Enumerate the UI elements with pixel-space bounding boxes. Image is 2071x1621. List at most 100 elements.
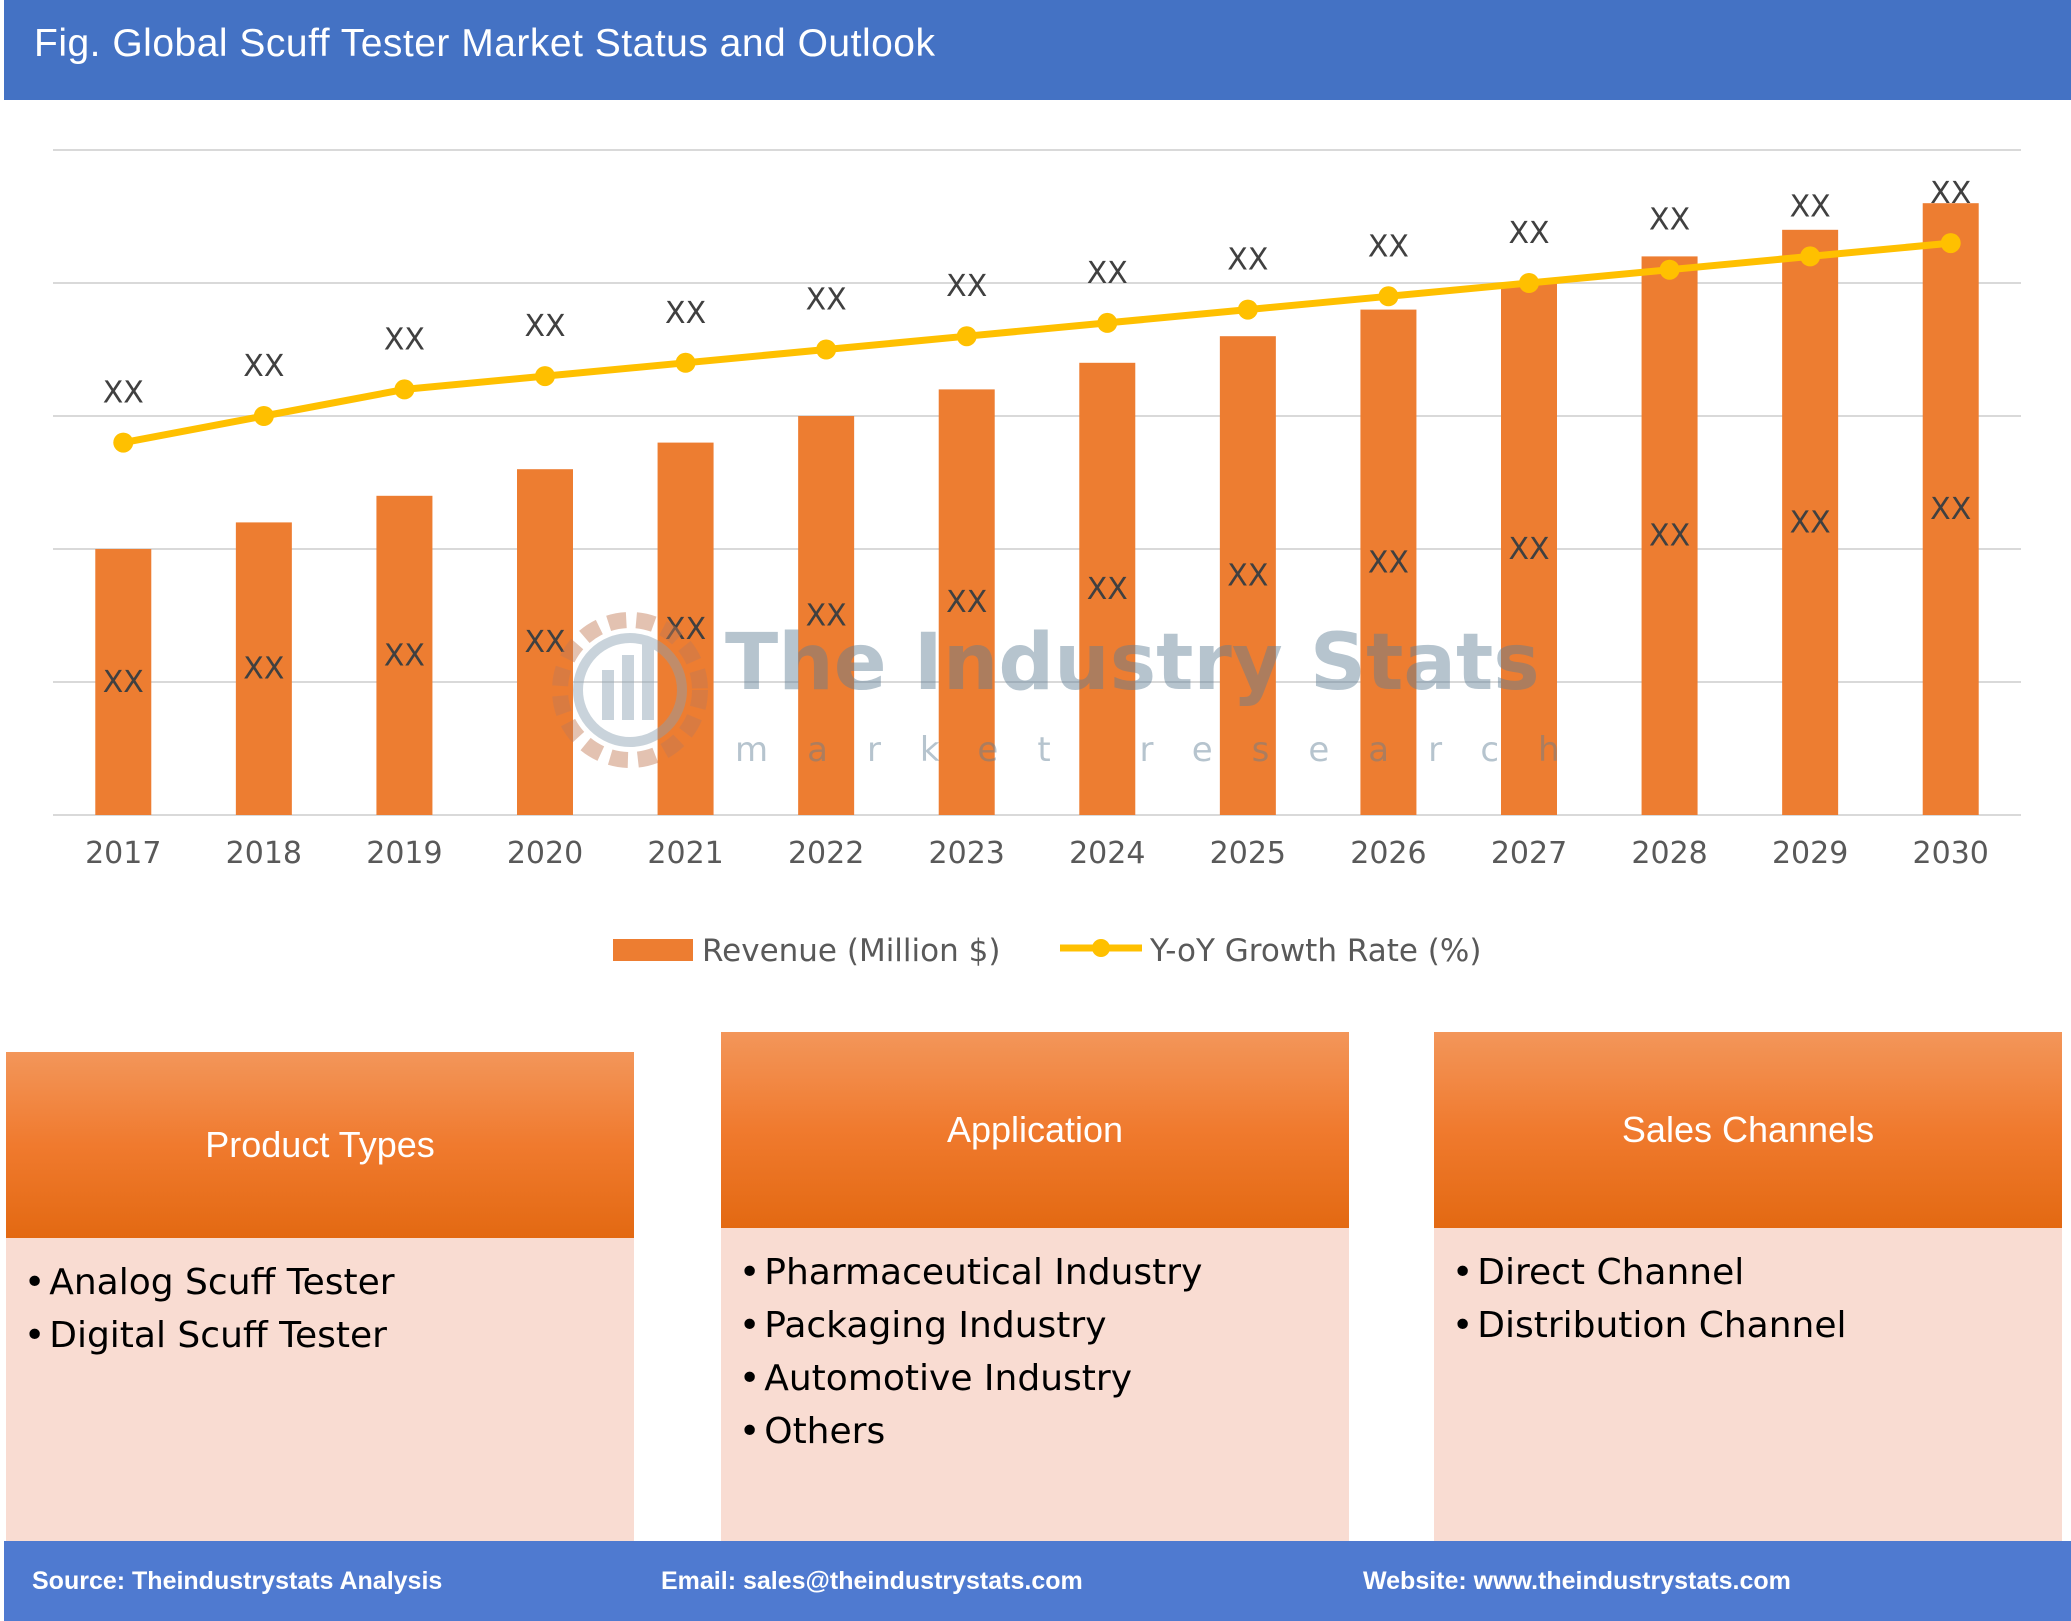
bar-label-2027: XX [1508, 532, 1549, 567]
bar-data-labels: XX XX XX XX XX XX XX XX XX XX XX XX XX XX [103, 492, 1972, 700]
bar-label-2021: XX [665, 612, 706, 647]
growth-point-2024 [1097, 312, 1118, 333]
panel-product-types-list: Analog Scuff Tester Digital Scuff Tester [6, 1238, 634, 1362]
x-tick-2020: 2020 [507, 836, 583, 871]
growth-label-2020: XX [524, 309, 565, 344]
bar-label-2017: XX [103, 665, 144, 700]
bar-label-2029: XX [1790, 505, 1831, 540]
title-bar: Fig. Global Scuff Tester Market Status a… [4, 0, 2071, 100]
bar-2021 [657, 442, 714, 815]
growth-point-2025 [1237, 299, 1258, 320]
panel-product-types-title: Product Types [6, 1052, 634, 1238]
legend-swatch-revenue [613, 939, 693, 961]
bar-label-2022: XX [806, 599, 847, 634]
growth-line [113, 233, 1961, 453]
growth-point-2029 [1800, 246, 1821, 267]
x-tick-2024: 2024 [1069, 836, 1145, 871]
footer-source: Source: Theindustrystats Analysis [32, 1567, 443, 1595]
bar-label-2023: XX [946, 585, 987, 620]
growth-label-2018: XX [243, 349, 284, 384]
growth-point-2027 [1519, 273, 1539, 293]
bar-label-2024: XX [1087, 572, 1128, 607]
bar-label-2018: XX [243, 652, 284, 687]
bar-2018 [235, 522, 292, 815]
footer-bar: Source: Theindustrystats Analysis Email:… [4, 1541, 2071, 1621]
growth-point-2030 [1940, 233, 1961, 254]
x-tick-2028: 2028 [1631, 836, 1707, 871]
list-item: Direct Channel [1452, 1246, 2062, 1299]
footer-website: Website: www.theindustrystats.com [1363, 1567, 1791, 1595]
growth-label-2023: XX [946, 269, 987, 304]
growth-label-2022: XX [806, 283, 847, 318]
growth-point-2018 [253, 406, 274, 426]
list-item: Distribution Channel [1452, 1299, 2062, 1352]
bar-2019 [376, 495, 433, 815]
growth-label-2029: XX [1790, 189, 1831, 224]
growth-series-line [122, 239, 1952, 447]
x-tick-2026: 2026 [1350, 836, 1426, 871]
growth-point-2028 [1659, 259, 1680, 280]
x-tick-2021: 2021 [647, 836, 723, 871]
bar-2026 [1360, 309, 1417, 815]
bar-2027 [1501, 283, 1557, 815]
list-item: Digital Scuff Tester [24, 1309, 634, 1362]
x-tick-2019: 2019 [366, 836, 442, 871]
growth-label-2028: XX [1649, 203, 1690, 238]
x-tick-2023: 2023 [929, 836, 1005, 871]
bar-label-2030: XX [1930, 492, 1971, 527]
panel-application-title: Application [721, 1032, 1349, 1228]
growth-label-2019: XX [384, 322, 425, 357]
grid-lines [53, 149, 2021, 816]
growth-point-2026 [1378, 286, 1399, 307]
bar-2017 [95, 549, 152, 815]
x-tick-2027: 2027 [1491, 836, 1567, 871]
bar-2022 [798, 416, 855, 815]
growth-point-2017 [113, 432, 134, 453]
bar-label-2025: XX [1227, 559, 1268, 594]
panel-application-list: Pharmaceutical Industry Packaging Indust… [721, 1228, 1349, 1458]
growth-label-2017: XX [103, 376, 144, 411]
line-data-labels: XX XX XX XX XX XX XX XX XX XX XX XX XX XX [103, 176, 1972, 411]
revenue-bars [95, 203, 1979, 816]
panel-sales-channels: Sales Channels Direct Channel Distributi… [1434, 1032, 2062, 1541]
growth-label-2030: XX [1930, 176, 1971, 211]
bar-2020 [517, 469, 573, 815]
x-tick-2017: 2017 [85, 836, 161, 871]
page-title: Fig. Global Scuff Tester Market Status a… [34, 22, 936, 65]
panel-sales-channels-title: Sales Channels [1434, 1032, 2062, 1228]
bar-label-2019: XX [384, 638, 425, 673]
growth-label-2021: XX [665, 296, 706, 331]
x-tick-2029: 2029 [1772, 836, 1848, 871]
growth-point-2019 [394, 379, 415, 400]
legend-swatch-growth-marker [1092, 939, 1110, 957]
bar-2025 [1219, 336, 1276, 815]
x-tick-2025: 2025 [1210, 836, 1286, 871]
panel-sales-channels-list: Direct Channel Distribution Channel [1434, 1228, 2062, 1352]
bar-2024 [1079, 362, 1136, 815]
list-item: Analog Scuff Tester [24, 1256, 634, 1309]
x-axis-tick-labels: 2017 2018 2019 2020 2021 2022 2023 2024 2025 2026… [85, 836, 1989, 871]
bar-label-2020: XX [524, 625, 565, 660]
growth-point-2023 [956, 326, 977, 347]
list-item: Others [739, 1405, 1349, 1458]
growth-label-2026: XX [1368, 229, 1409, 264]
x-tick-2022: 2022 [788, 836, 864, 871]
list-item: Automotive Industry [739, 1352, 1349, 1405]
bar-2023 [938, 389, 995, 815]
growth-label-2024: XX [1087, 256, 1128, 291]
bar-label-2028: XX [1649, 519, 1690, 554]
growth-label-2025: XX [1227, 243, 1268, 278]
footer-email: Email: sales@theindustrystats.com [661, 1567, 1083, 1595]
x-tick-2030: 2030 [1913, 836, 1989, 871]
x-tick-2018: 2018 [226, 836, 302, 871]
bar-label-2026: XX [1368, 545, 1409, 580]
panel-application: Application Pharmaceutical Industry Pack… [721, 1032, 1349, 1541]
legend-label-growth: Y-oY Growth Rate (%) [1149, 933, 1481, 969]
list-item: Packaging Industry [739, 1299, 1349, 1352]
chart-legend: Revenue (Million $) Y-oY Growth Rate (%) [613, 933, 1481, 969]
growth-point-2022 [816, 339, 837, 360]
bar-2028 [1641, 256, 1698, 815]
legend-label-revenue: Revenue (Million $) [702, 933, 1000, 969]
bar-2029 [1782, 229, 1839, 816]
